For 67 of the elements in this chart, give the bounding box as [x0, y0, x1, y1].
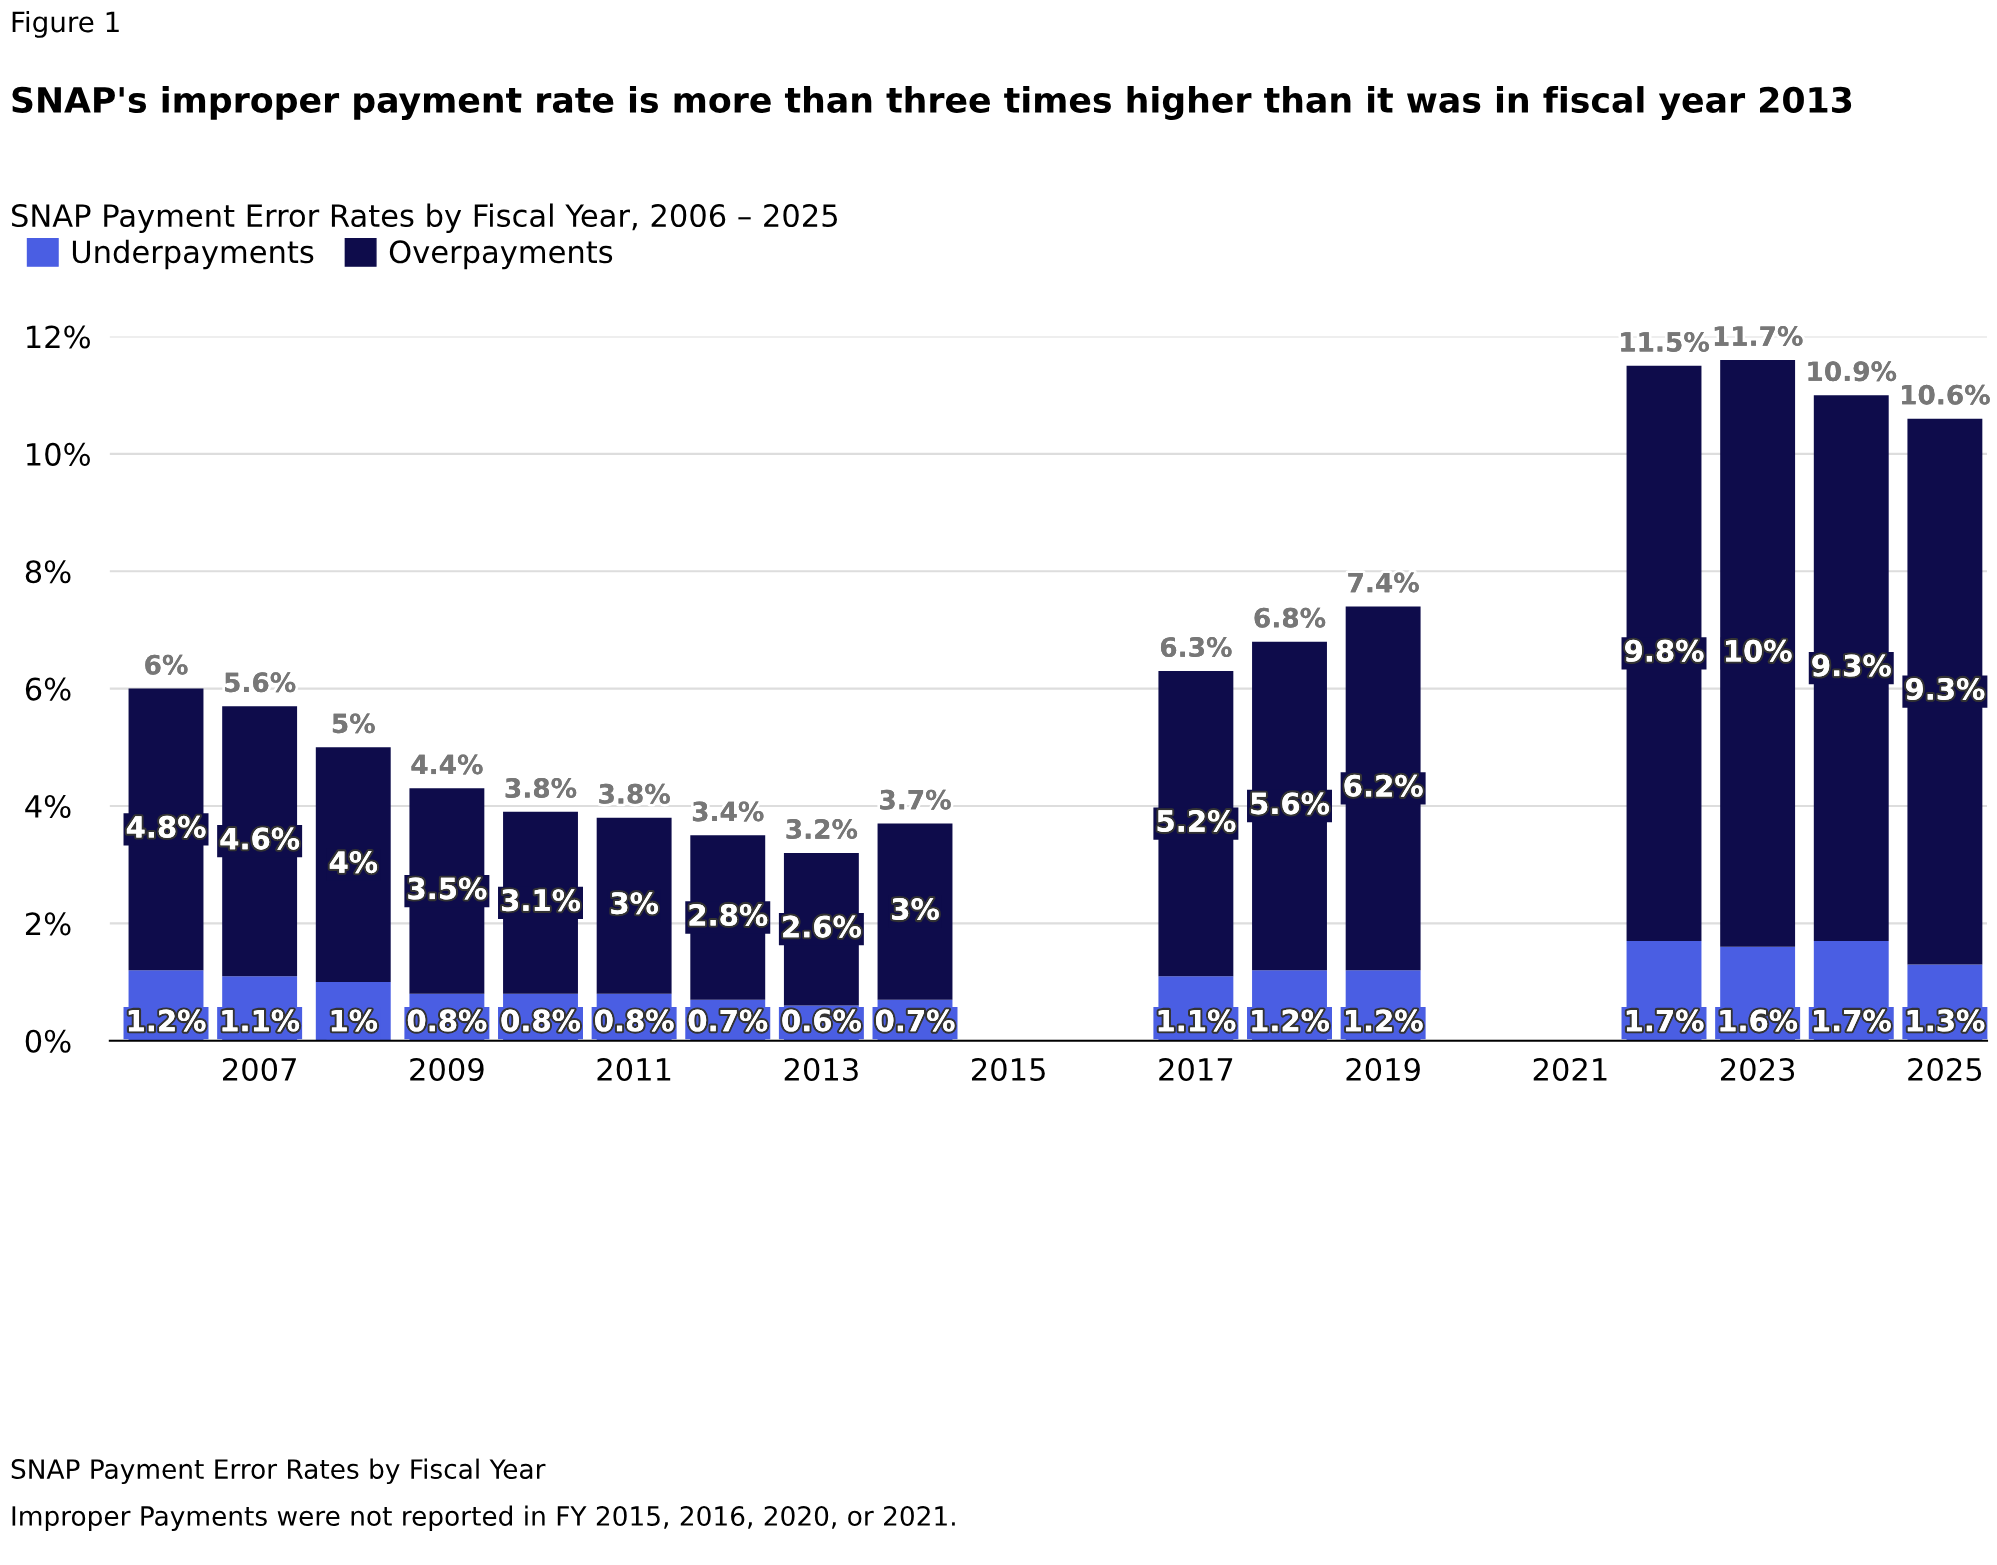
data-label: 9.3%	[1812, 654, 1891, 677]
total-label: 5.6%	[225, 672, 296, 693]
text: SNAP Payment Error Rates by Fiscal Year	[11, 1458, 546, 1485]
data-label: 4.6%	[220, 827, 300, 850]
total-label: 3.2%	[786, 819, 858, 840]
x-tick-label: 2015	[971, 1057, 1045, 1082]
total-label: 11.5%	[1621, 331, 1709, 352]
data-label: 9.8%	[1625, 639, 1704, 662]
x-tick-label: 2017	[1159, 1057, 1233, 1082]
data-label: 3.1%	[502, 889, 581, 912]
x-tick-label: 2025	[1908, 1057, 1982, 1082]
y-tick-label: 8%	[25, 560, 71, 584]
text: Improper Payments were not reported in FY 2015, 2016, 2020, or 2021.	[12, 1505, 955, 1532]
x-tick-label: 2011	[597, 1057, 671, 1082]
y-tick-label: 10%	[27, 442, 90, 466]
data-label: 1%	[331, 1009, 378, 1032]
data-label: 6.2%	[1344, 774, 1423, 797]
total-label: 6.8%	[1254, 607, 1326, 628]
x-tick-label: 2023	[1720, 1057, 1795, 1082]
data-label: 5.6%	[1251, 792, 1330, 815]
data-label: 4%	[329, 851, 378, 874]
data-label: 1.7%	[1814, 1009, 1891, 1032]
data-label: 4.8%	[126, 815, 206, 838]
data-label: 5.2%	[1157, 809, 1236, 833]
caption: Figure 1	[12, 10, 119, 38]
total-label: 7.4%	[1348, 572, 1419, 593]
legend-label: Overpayments	[389, 240, 613, 270]
data-label: 2.6%	[783, 915, 861, 938]
total-label: 6.3%	[1160, 637, 1232, 658]
legend-label: Underpayments	[72, 239, 314, 270]
total-label: 6%	[145, 654, 188, 675]
total-label: 3.8%	[505, 777, 577, 798]
total-label: 4.4%	[411, 754, 483, 775]
total-label: 3.7%	[880, 789, 951, 810]
data-label: 1.7%	[1626, 1009, 1704, 1032]
x-tick-label: 2021	[1533, 1057, 1607, 1082]
total-label: 3.8%	[599, 783, 670, 804]
data-label: 0.8%	[501, 1009, 581, 1032]
x-tick-label: 2007	[222, 1057, 296, 1082]
data-label: 1.2%	[1345, 1009, 1423, 1032]
data-label: 1.2%	[1252, 1009, 1330, 1032]
chart-title: SNAP's improper payment rate is more than three times higher than it was in fiscal year 2013	[12, 86, 1852, 120]
data-label: 3%	[892, 898, 939, 921]
y-tick-label: 2%	[25, 912, 71, 936]
y-tick-label: 4%	[25, 794, 71, 819]
data-label: 2.8%	[689, 903, 768, 926]
x-tick-label: 2019	[1346, 1057, 1420, 1082]
total-label: 3.4%	[692, 801, 764, 822]
chart-subtitle: SNAP Payment Error Rates by Fiscal Year, 2006 – 2025	[12, 203, 837, 234]
data-label: 1.1%	[222, 1009, 300, 1032]
total-label: 10.6%	[1902, 384, 1990, 405]
total-label: 10.9%	[1808, 361, 1897, 382]
x-tick-label: 2009	[410, 1057, 484, 1082]
data-label: 9.3%	[1905, 677, 1985, 700]
total-label: 11.7%	[1714, 326, 1803, 347]
data-label: 1.1%	[1158, 1009, 1236, 1032]
data-label: 1.6%	[1720, 1009, 1798, 1032]
y-tick-label: 0%	[25, 1029, 71, 1053]
y-tick-label: 12%	[27, 325, 90, 349]
total-label: 5%	[332, 713, 375, 734]
data-label: 1.2%	[128, 1009, 206, 1032]
x-tick-label: 2013	[784, 1057, 858, 1082]
y-tick-label: 6%	[25, 677, 71, 701]
data-label: 3%	[611, 892, 658, 915]
data-label: 10%	[1726, 639, 1792, 662]
data-label: 3.5%	[408, 877, 487, 900]
data-label: 1.3%	[1907, 1009, 1985, 1032]
